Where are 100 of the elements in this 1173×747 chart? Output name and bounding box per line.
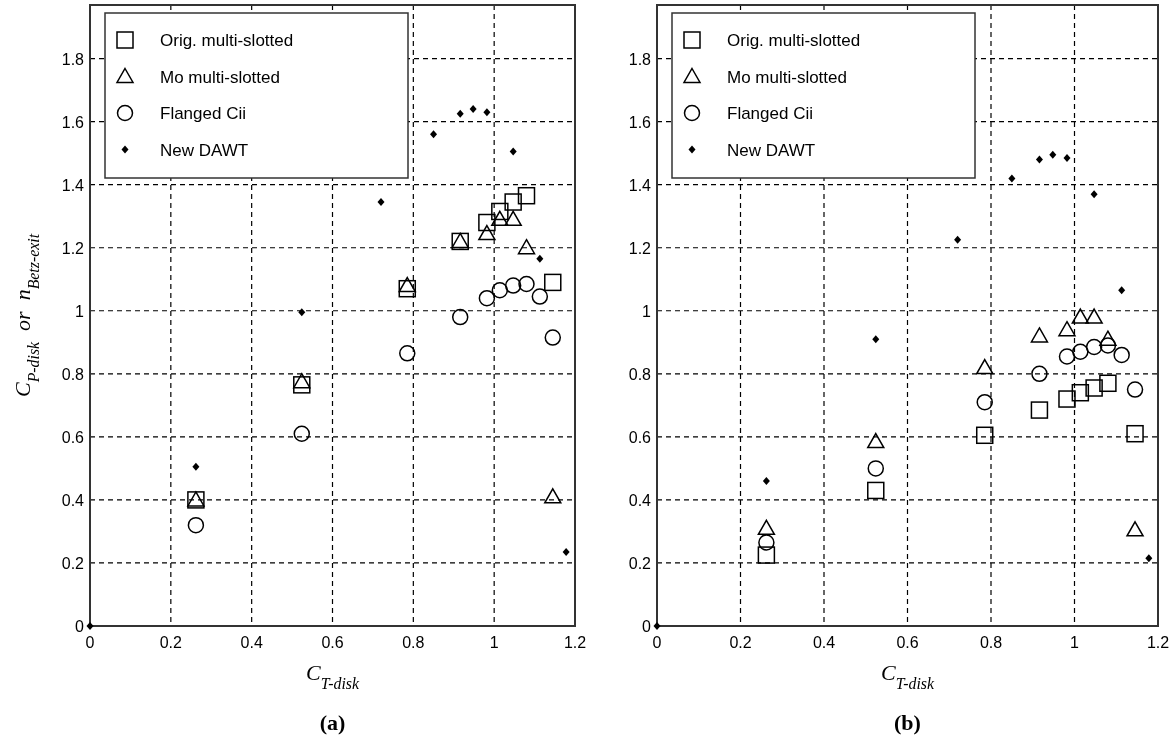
point — [478, 224, 496, 241]
y-tick-label: 1.8 — [61, 50, 85, 68]
y-tick-label: 1.4 — [628, 176, 652, 194]
x-tick-label: 0.2 — [729, 634, 752, 651]
point — [758, 534, 775, 551]
point — [1058, 390, 1076, 408]
point — [1030, 327, 1049, 343]
y-tick-label: 0.4 — [628, 491, 652, 509]
point — [509, 147, 517, 156]
point — [1126, 521, 1144, 537]
point — [1099, 330, 1117, 346]
legend-label: New DAWT — [727, 140, 816, 160]
point — [1049, 150, 1057, 159]
point — [975, 426, 994, 445]
y-tick-label: 0.6 — [61, 428, 85, 446]
point — [398, 279, 417, 298]
point — [504, 277, 522, 294]
point — [867, 432, 885, 449]
x-tick-label: 1.2 — [563, 634, 587, 651]
point — [1071, 383, 1090, 402]
x-tick-label: 0.6 — [321, 634, 344, 651]
y-tick-label: 0.2 — [628, 554, 652, 572]
text: (b) — [894, 710, 921, 735]
y-tick-label: 1 — [642, 302, 652, 320]
point — [478, 213, 496, 232]
point — [1113, 346, 1130, 364]
y-tick-label: 0.8 — [628, 365, 652, 383]
point — [757, 519, 776, 536]
point — [976, 393, 993, 411]
point — [491, 202, 509, 221]
y-tick-label: 0 — [75, 618, 85, 635]
y-tick-label: 1.8 — [628, 50, 652, 68]
point — [1030, 401, 1049, 419]
point — [399, 345, 416, 362]
legend-label: Orig. multi-slotted — [160, 31, 294, 50]
x-tick-label: 1 — [1070, 634, 1080, 651]
point — [293, 376, 311, 394]
legend-label: Mo multi-slotted — [160, 67, 280, 87]
point — [398, 276, 417, 293]
point — [544, 488, 562, 504]
point — [517, 238, 536, 255]
point — [1090, 190, 1098, 199]
point — [762, 476, 770, 485]
point — [456, 109, 464, 118]
x-tick-label: 0.2 — [159, 634, 183, 651]
text: (a) — [319, 710, 346, 735]
point — [1118, 286, 1126, 295]
point — [1008, 174, 1016, 183]
point — [1099, 337, 1117, 354]
x-tick-label: 0.4 — [240, 634, 263, 651]
point — [1058, 320, 1076, 337]
point — [867, 460, 885, 477]
point — [517, 186, 536, 205]
x-tick-label: 0.8 — [979, 634, 1003, 651]
point — [1071, 308, 1090, 324]
point — [187, 516, 205, 534]
y-tick-label: 0 — [642, 618, 652, 635]
point — [544, 273, 562, 292]
x-tick-label: 0.6 — [896, 634, 919, 651]
point — [293, 425, 311, 442]
point — [298, 308, 306, 317]
point — [757, 546, 776, 564]
x-axis-title: C$_{T-disk}$ — [880, 660, 936, 692]
point — [1085, 379, 1103, 397]
y-tick-label: 1.2 — [628, 239, 652, 257]
point — [954, 235, 962, 244]
point — [491, 210, 509, 227]
point — [478, 289, 496, 307]
point — [430, 130, 438, 139]
point — [872, 335, 880, 344]
y-tick-label: 1.6 — [61, 113, 85, 131]
point — [504, 193, 522, 211]
x-tick-label: 1 — [489, 634, 499, 651]
point — [504, 210, 522, 227]
y-tick-label: 0.4 — [61, 491, 85, 509]
point — [192, 462, 200, 471]
legend-label: Flanged Cii — [727, 104, 813, 123]
legend-label: Orig. multi-slotted — [727, 31, 861, 50]
y-tick-label: 0.2 — [61, 554, 85, 572]
point — [1099, 374, 1117, 393]
point — [491, 282, 509, 299]
point — [536, 254, 544, 263]
y-tick-label: 1 — [75, 302, 85, 320]
point — [1085, 338, 1103, 356]
point — [531, 288, 549, 305]
point — [867, 481, 885, 500]
point — [469, 105, 477, 114]
point — [483, 108, 491, 117]
legend-label: Mo multi-slotted — [727, 67, 847, 87]
x-axis-title: C$_{T-disk}$ — [305, 660, 361, 692]
point — [544, 329, 562, 346]
point — [1058, 348, 1076, 365]
x-tick-label: 1.2 — [1146, 634, 1170, 651]
point — [518, 275, 535, 293]
x-tick-label: 0.4 — [812, 634, 836, 651]
point — [1063, 153, 1071, 162]
point — [293, 372, 311, 389]
y-tick-label: 1.2 — [61, 239, 85, 257]
point — [1126, 381, 1144, 398]
point — [1145, 554, 1153, 563]
